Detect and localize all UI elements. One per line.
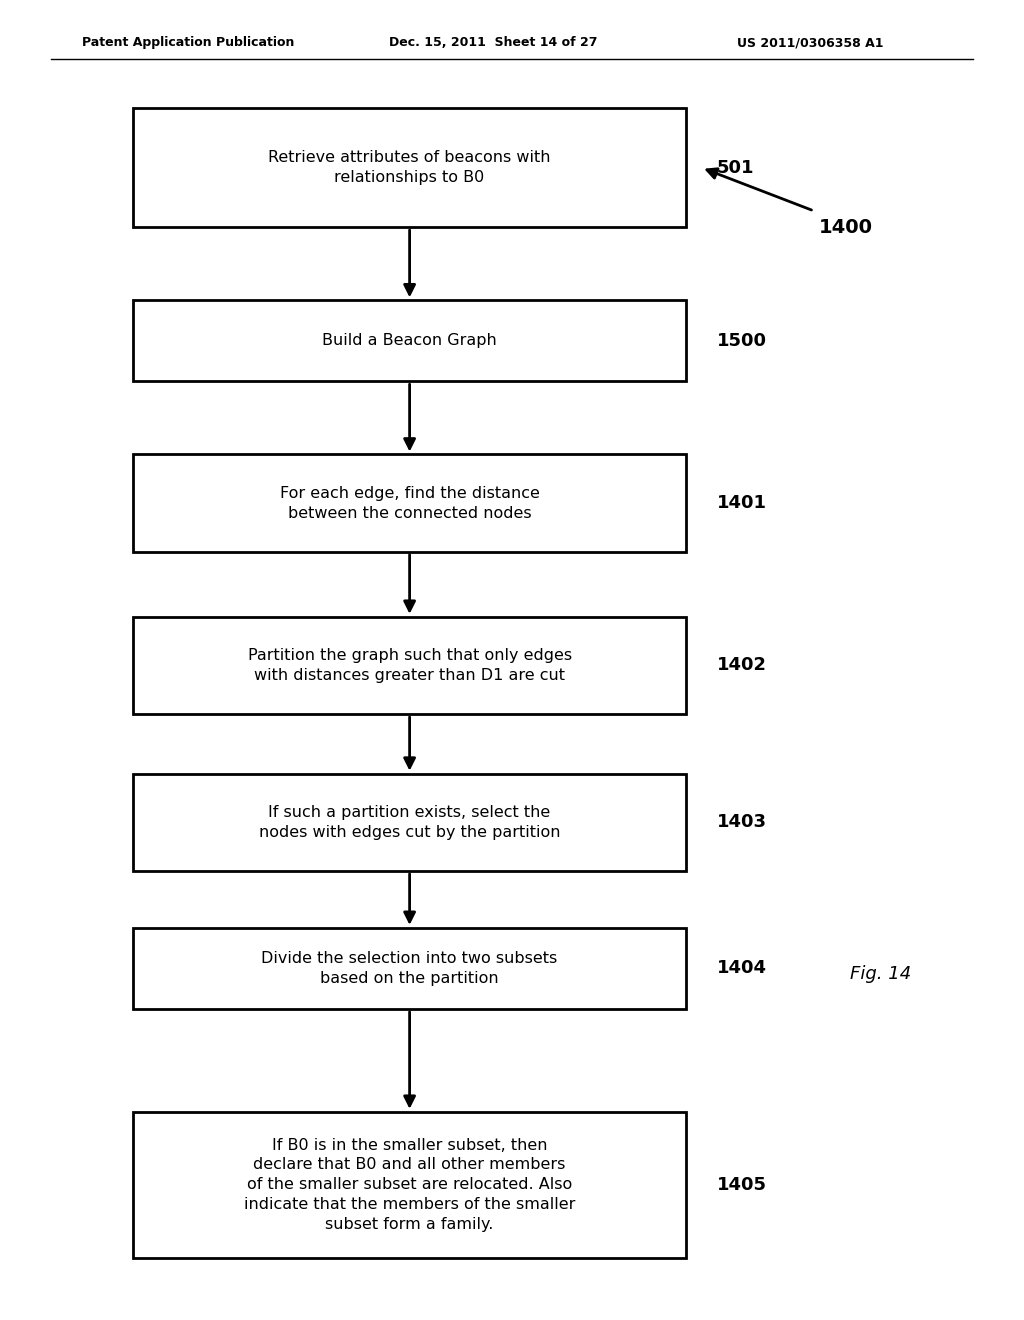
FancyBboxPatch shape	[133, 300, 686, 381]
Text: Retrieve attributes of beacons with
relationships to B0: Retrieve attributes of beacons with rela…	[268, 150, 551, 185]
Text: 501: 501	[717, 158, 755, 177]
Text: 1400: 1400	[819, 218, 873, 236]
Text: For each edge, find the distance
between the connected nodes: For each edge, find the distance between…	[280, 486, 540, 520]
FancyBboxPatch shape	[133, 928, 686, 1008]
FancyBboxPatch shape	[133, 774, 686, 871]
Text: If B0 is in the smaller subset, then
declare that B0 and all other members
of th: If B0 is in the smaller subset, then dec…	[244, 1138, 575, 1232]
Text: Fig. 14: Fig. 14	[850, 965, 911, 983]
FancyBboxPatch shape	[133, 454, 686, 552]
Text: US 2011/0306358 A1: US 2011/0306358 A1	[737, 36, 884, 49]
Text: Divide the selection into two subsets
based on the partition: Divide the selection into two subsets ba…	[261, 950, 558, 986]
Text: If such a partition exists, select the
nodes with edges cut by the partition: If such a partition exists, select the n…	[259, 805, 560, 840]
Text: Build a Beacon Graph: Build a Beacon Graph	[323, 334, 497, 348]
Text: Partition the graph such that only edges
with distances greater than D1 are cut: Partition the graph such that only edges…	[248, 648, 571, 682]
FancyBboxPatch shape	[133, 616, 686, 714]
FancyBboxPatch shape	[133, 1111, 686, 1258]
Text: 1401: 1401	[717, 494, 767, 512]
Text: 1500: 1500	[717, 331, 767, 350]
FancyBboxPatch shape	[133, 108, 686, 227]
Text: Patent Application Publication: Patent Application Publication	[82, 36, 294, 49]
Text: 1403: 1403	[717, 813, 767, 832]
Text: 1405: 1405	[717, 1176, 767, 1193]
Text: 1404: 1404	[717, 960, 767, 977]
Text: 1402: 1402	[717, 656, 767, 675]
Text: Dec. 15, 2011  Sheet 14 of 27: Dec. 15, 2011 Sheet 14 of 27	[389, 36, 598, 49]
